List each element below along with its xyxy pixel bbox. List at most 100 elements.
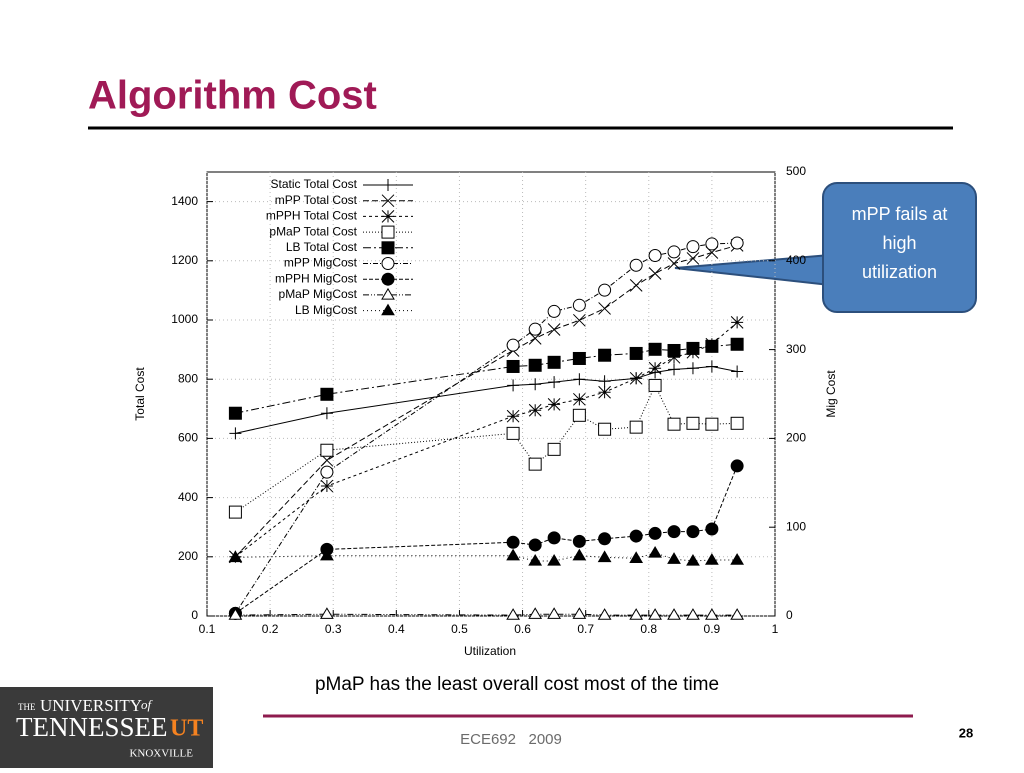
- x-tick-label: 0.8: [640, 622, 657, 636]
- marker: [705, 417, 719, 431]
- marker: [506, 359, 520, 373]
- marker: [572, 351, 586, 365]
- y2-tick-label: 0: [786, 608, 793, 622]
- x-tick-label: 0.9: [704, 622, 721, 636]
- marker: [547, 355, 561, 369]
- legend-label: mPPH MigCost: [275, 271, 358, 285]
- marker: [547, 323, 561, 336]
- marker: [686, 525, 700, 539]
- marker: [598, 422, 612, 436]
- y-tick-label: 200: [178, 549, 198, 563]
- marker: [598, 283, 612, 297]
- legend-label: pMaP Total Cost: [269, 224, 357, 238]
- marker: [506, 535, 520, 549]
- marker: [228, 550, 243, 563]
- x-tick-label: 0.3: [325, 622, 342, 636]
- marker: [648, 342, 662, 356]
- marker: [686, 341, 700, 355]
- marker: [598, 385, 611, 399]
- marker: [667, 417, 681, 431]
- marker: [629, 371, 643, 385]
- marker: [730, 459, 744, 473]
- marker: [667, 552, 681, 564]
- legend-label: LB MigCost: [295, 303, 358, 317]
- logo-text: KNOXVILLE: [129, 748, 193, 760]
- y-tick-label: 1200: [171, 253, 198, 267]
- marker: [228, 505, 242, 519]
- marker: [648, 267, 662, 280]
- marker: [705, 339, 719, 353]
- plot-frame: [206, 171, 776, 617]
- page-number: 28: [959, 725, 973, 740]
- series-line: [235, 321, 738, 558]
- marker: [648, 378, 662, 392]
- marker: [730, 608, 745, 620]
- marker: [528, 607, 543, 619]
- marker: [686, 252, 700, 265]
- marker: [506, 608, 520, 620]
- marker: [528, 538, 542, 552]
- legend-label: mPP MigCost: [284, 256, 358, 270]
- legend-marker: [381, 272, 395, 286]
- series-line: [235, 384, 738, 513]
- legend-label: mPP Total Cost: [275, 193, 358, 207]
- marker: [573, 313, 586, 327]
- marker: [730, 416, 744, 430]
- marker: [573, 392, 586, 406]
- legend-marker: [381, 287, 395, 300]
- marker: [597, 550, 612, 563]
- x-tick-label: 0.7: [577, 622, 594, 636]
- marker: [320, 479, 334, 493]
- marker: [705, 360, 718, 373]
- x-tick-label: 0.4: [388, 622, 405, 636]
- x-tick-label: 0.2: [262, 622, 279, 636]
- y-axis-label: Total Cost: [133, 367, 147, 421]
- marker: [629, 420, 643, 434]
- y-tick-label: 600: [178, 431, 198, 445]
- marker: [730, 316, 744, 329]
- marker: [547, 304, 561, 318]
- marker: [320, 407, 333, 420]
- marker: [686, 416, 700, 430]
- callout-box: [822, 182, 977, 313]
- marker: [547, 553, 561, 566]
- x-tick-label: 0.6: [514, 622, 531, 636]
- legend-label: LB Total Cost: [286, 240, 358, 254]
- logo-text: TENNESSEE: [16, 712, 168, 742]
- marker: [320, 607, 334, 619]
- legend-label: mPPH Total Cost: [266, 209, 358, 223]
- marker: [667, 350, 681, 364]
- marker: [730, 337, 744, 351]
- marker: [598, 302, 611, 315]
- marker: [629, 279, 643, 292]
- marker: [598, 348, 612, 362]
- marker: [598, 532, 612, 546]
- legend-marker: [382, 179, 394, 191]
- marker: [547, 531, 561, 545]
- y2-tick-label: 200: [786, 431, 806, 445]
- callout: mPP fails at high utilization: [851, 204, 948, 282]
- callout-text: mPP fails at high utilization: [851, 204, 948, 282]
- legend-label: pMaP MigCost: [279, 287, 358, 301]
- callout-tail: [674, 253, 831, 287]
- marker: [648, 545, 662, 558]
- marker: [648, 608, 662, 620]
- marker: [686, 553, 700, 566]
- marker: [573, 373, 586, 386]
- marker: [547, 398, 561, 411]
- marker: [667, 257, 681, 270]
- marker: [705, 553, 719, 565]
- legend-marker: [381, 257, 395, 270]
- marker: [528, 358, 542, 372]
- marker: [705, 608, 719, 620]
- marker: [629, 529, 643, 543]
- logo: THE UNIVERSITY of TENNESSEE UT KNOXVILLE: [16, 696, 203, 760]
- marker: [686, 362, 699, 375]
- marker: [648, 526, 662, 540]
- legend-marker: [381, 194, 395, 208]
- marker: [228, 406, 242, 420]
- marker: [320, 443, 334, 457]
- marker: [506, 426, 520, 440]
- marker: [686, 240, 700, 254]
